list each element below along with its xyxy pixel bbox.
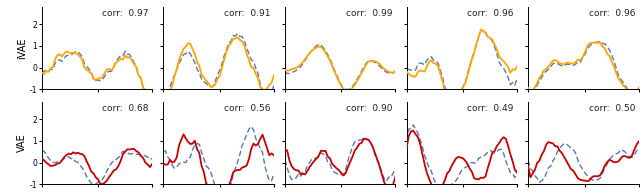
- Text: corr:  0.96: corr: 0.96: [467, 9, 514, 18]
- Text: corr:  0.99: corr: 0.99: [346, 9, 392, 18]
- Text: corr:  0.90: corr: 0.90: [346, 104, 392, 113]
- Text: corr:  0.56: corr: 0.56: [224, 104, 271, 113]
- Text: corr:  0.97: corr: 0.97: [102, 9, 149, 18]
- Text: corr:  0.91: corr: 0.91: [224, 9, 271, 18]
- Y-axis label: VAE: VAE: [17, 134, 27, 152]
- Text: corr:  0.49: corr: 0.49: [467, 104, 514, 113]
- Y-axis label: iVAE: iVAE: [17, 37, 27, 59]
- Text: corr:  0.50: corr: 0.50: [589, 104, 636, 113]
- Text: corr:  0.68: corr: 0.68: [102, 104, 149, 113]
- Text: corr:  0.96: corr: 0.96: [589, 9, 636, 18]
